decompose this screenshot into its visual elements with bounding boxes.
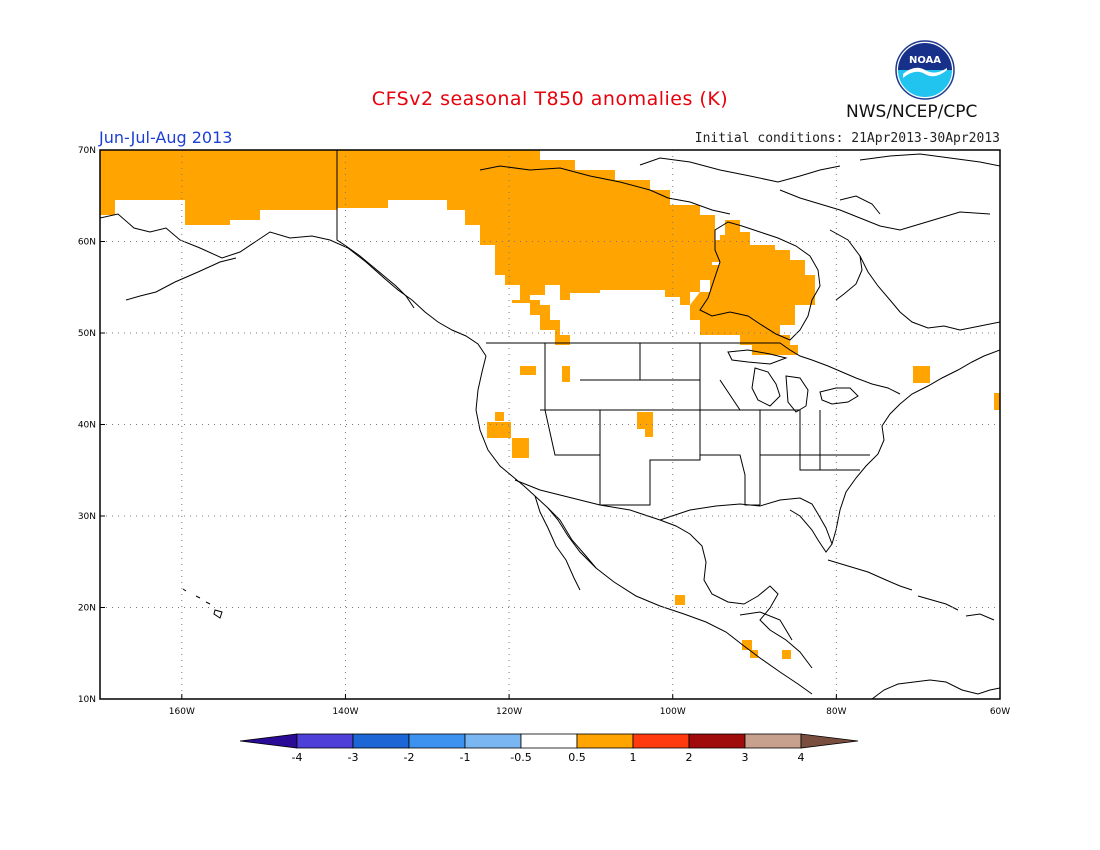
anomaly-regions <box>100 150 1000 659</box>
colorbar-segment <box>576 733 634 749</box>
lat-lon-grid <box>100 150 1000 699</box>
lon-label: 100W <box>660 707 686 717</box>
lat-label: 30N <box>78 512 96 522</box>
lat-label: 50N <box>78 329 96 339</box>
colorbar-segment <box>688 733 746 749</box>
colorbar-segment <box>352 733 410 749</box>
colorbar-segment <box>408 733 466 749</box>
lat-label: 40N <box>78 421 96 431</box>
colorbar-segment <box>520 733 578 749</box>
noaa-logo-text: NOAA <box>909 55 941 66</box>
agency-label: NWS/NCEP/CPC <box>846 102 978 122</box>
colorbar-segment <box>296 733 354 749</box>
lon-label: 140W <box>332 707 358 717</box>
lat-labels: 70N 60N 50N 40N 30N 20N 10N <box>78 146 105 705</box>
colorbar-segment <box>464 733 522 749</box>
colorbar-label: -0.5 <box>510 751 531 764</box>
borders <box>336 150 901 641</box>
lat-label: 20N <box>78 604 96 614</box>
noaa-logo: NOAA <box>895 40 955 100</box>
lon-label: 80W <box>826 707 846 717</box>
lon-label: 60W <box>990 707 1010 717</box>
lon-label: 120W <box>496 707 522 717</box>
colorbar-label: -2 <box>404 751 415 764</box>
lat-label: 60N <box>78 238 96 248</box>
lon-labels: 160W 140W 120W 100W 80W 60W <box>169 694 1010 717</box>
lon-label: 160W <box>169 707 195 717</box>
colorbar-label: 1 <box>630 751 637 764</box>
initial-conditions-label: Initial conditions: 21Apr2013-30Apr2013 <box>694 131 1000 146</box>
colorbar-label: 3 <box>742 751 749 764</box>
colorbar-label: 4 <box>798 751 805 764</box>
colorbar-label: 2 <box>686 751 693 764</box>
lat-label: 10N <box>78 695 96 705</box>
colorbar-label: 0.5 <box>568 751 586 764</box>
colorbar-arrow-low <box>239 733 298 749</box>
coastlines <box>100 153 1000 699</box>
colorbar-arrow-high <box>800 733 859 749</box>
colorbar-label: -4 <box>292 751 303 764</box>
lat-label: 70N <box>78 146 96 156</box>
colorbar-label: -1 <box>460 751 471 764</box>
chart-title: CFSv2 seasonal T850 anomalies (K) <box>371 88 729 110</box>
colorbar-label: -3 <box>348 751 359 764</box>
colorbar: -4 -3 -2 -1 -0.5 0.5 1 2 3 4 <box>239 733 859 764</box>
season-label: Jun-Jul-Aug 2013 <box>99 128 233 147</box>
colorbar-segment <box>632 733 690 749</box>
colorbar-segment <box>744 733 802 749</box>
